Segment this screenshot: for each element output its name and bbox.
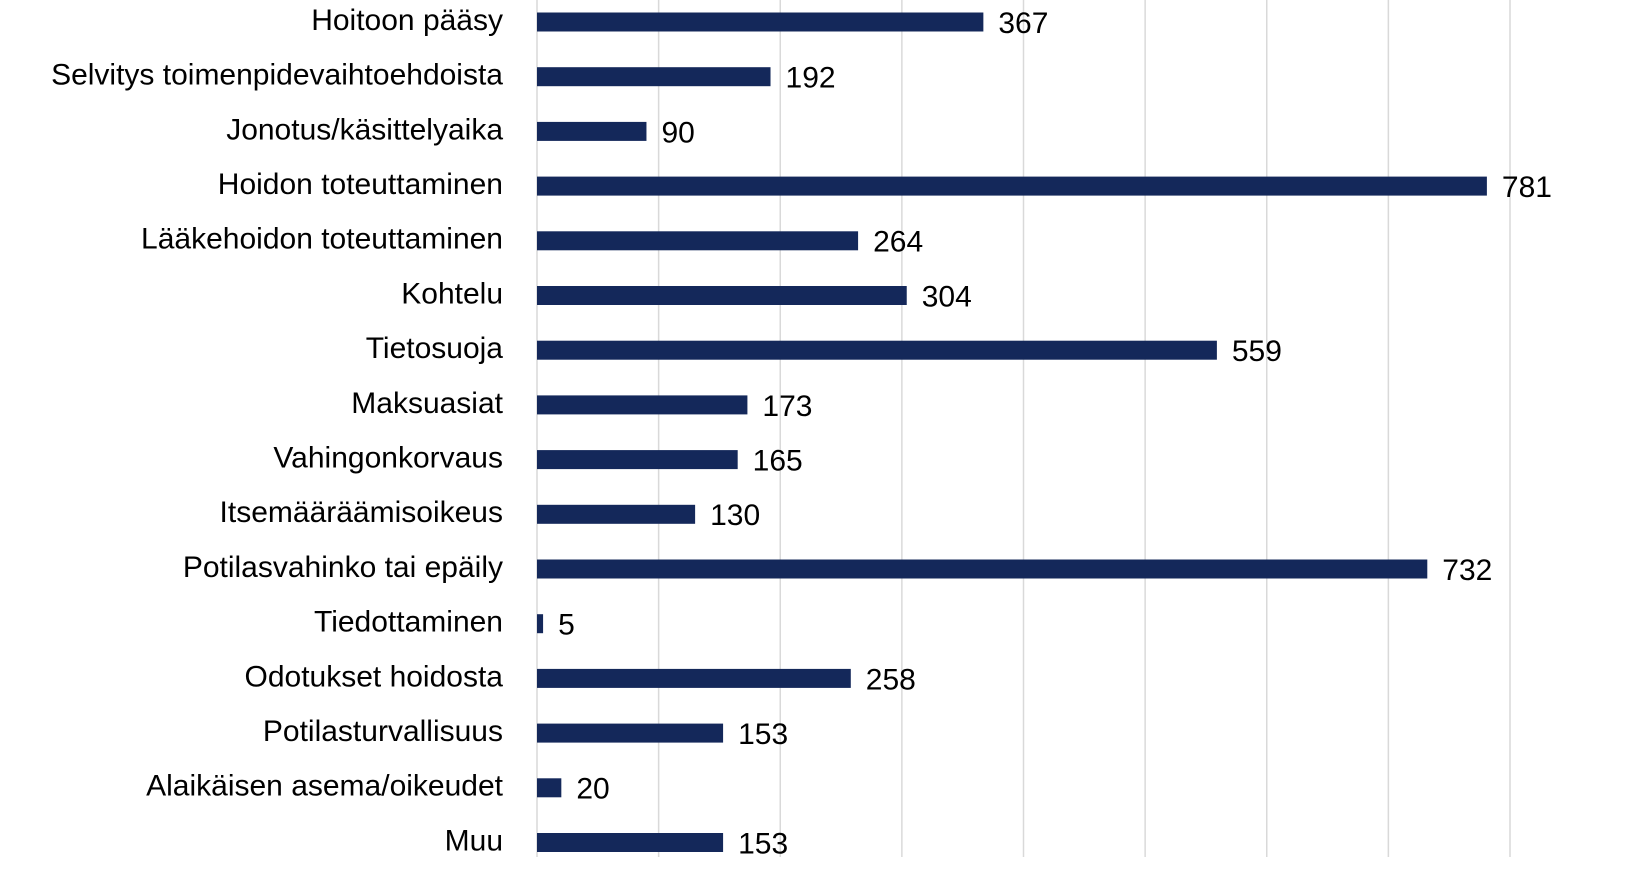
value-label: 20 — [576, 773, 609, 806]
y-tick-label: Potilasvahinko tai epäily — [183, 551, 503, 584]
y-tick-label: Tietosuoja — [366, 332, 504, 365]
bar — [537, 778, 562, 798]
bar — [537, 231, 859, 251]
y-tick-label: Potilasturvallisuus — [263, 715, 503, 748]
y-tick-label: Alaikäisen asema/oikeudet — [146, 770, 504, 803]
value-label: 732 — [1442, 554, 1492, 587]
value-label: 165 — [753, 445, 803, 478]
value-label: 304 — [922, 280, 972, 313]
y-tick-label: Itsemääräämisoikeus — [220, 496, 503, 529]
value-label: 367 — [998, 7, 1048, 40]
y-tick-label: Kohtelu — [401, 277, 503, 310]
value-label: 264 — [873, 226, 923, 259]
y-tick-label: Muu — [445, 824, 503, 857]
y-tick-label: Selvitys toimenpidevaihtoehdoista — [51, 59, 503, 92]
bar — [537, 833, 724, 852]
value-label: 173 — [762, 390, 812, 423]
bar — [537, 176, 1487, 196]
value-label: 258 — [866, 663, 916, 696]
bar — [537, 12, 984, 32]
bar — [537, 668, 851, 688]
y-tick-label: Vahingonkorvaus — [273, 442, 503, 475]
y-tick-label: Hoitoon pääsy — [311, 4, 503, 37]
bar — [537, 286, 907, 305]
y-tick-label: Maksuasiat — [351, 387, 503, 420]
y-tick-label: Tiedottaminen — [314, 606, 503, 639]
bar — [537, 504, 696, 524]
bar — [537, 67, 771, 87]
value-label: 5 — [558, 609, 575, 642]
y-tick-label: Lääkehoidon toteuttaminen — [141, 223, 503, 256]
y-tick-label: Jonotus/käsittelyaika — [226, 113, 503, 146]
bar — [537, 559, 1428, 579]
bar — [537, 723, 724, 743]
bar — [537, 614, 544, 634]
value-label: 130 — [710, 499, 760, 532]
value-label: 90 — [661, 116, 694, 149]
value-label: 192 — [786, 62, 836, 95]
y-tick-label: Odotukset hoidosta — [244, 660, 503, 693]
value-label: 153 — [738, 827, 788, 860]
value-label: 153 — [738, 718, 788, 751]
value-label: 781 — [1502, 171, 1552, 204]
value-label: 559 — [1232, 335, 1282, 368]
bar — [537, 450, 738, 470]
y-tick-label: Hoidon toteuttaminen — [218, 168, 503, 201]
bar — [537, 121, 647, 141]
bar — [537, 340, 1217, 360]
bar — [537, 395, 748, 415]
